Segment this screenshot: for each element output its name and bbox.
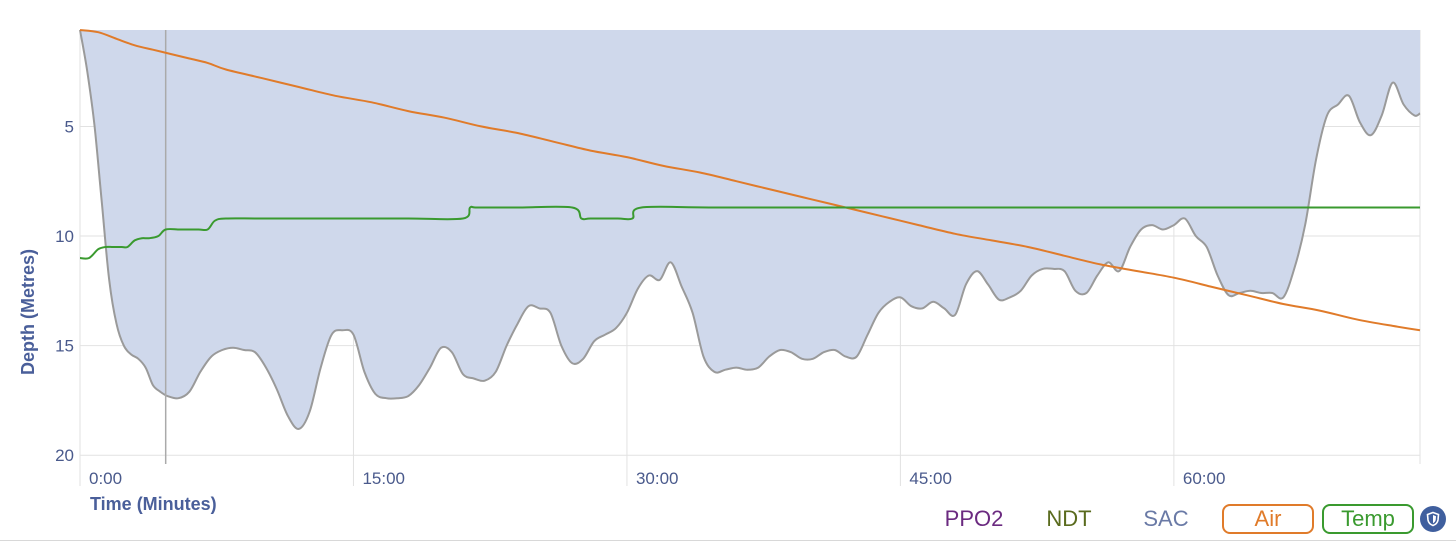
y-tick-label: 20	[55, 446, 74, 465]
x-tick-label: 30:00	[636, 469, 679, 488]
ndt-toggle-button[interactable]: NDT	[1046, 506, 1092, 531]
x-tick-label: 0:00	[89, 469, 122, 488]
tick-labels: 5 10 15 20 0:00 15:00 30:00 45:00 60:00	[55, 117, 1225, 488]
chart-toolbar: PPO2 NDT SAC Air Temp	[926, 502, 1446, 536]
shield-icon[interactable]	[1420, 506, 1446, 532]
air-toggle-button[interactable]: Air	[1222, 504, 1314, 534]
temp-toggle-button[interactable]: Temp	[1322, 504, 1414, 534]
x-axis-title: Time (Minutes)	[90, 494, 217, 514]
series-layer	[79, 29, 1421, 332]
bottom-divider	[0, 540, 1456, 541]
depth-area	[80, 30, 1420, 429]
y-axis-title: Depth (Metres)	[18, 249, 38, 375]
air-series-line	[79, 29, 1421, 332]
y-tick-label: 5	[65, 117, 74, 136]
ppo2-toggle-button[interactable]: PPO2	[944, 506, 1004, 531]
y-tick-label: 10	[55, 227, 74, 246]
x-tick-label: 45:00	[909, 469, 952, 488]
y-tick-label: 15	[55, 337, 74, 356]
depth-profile-line	[79, 29, 1421, 430]
temp-series-line	[79, 205, 1420, 260]
depth-area-layer	[79, 29, 1421, 430]
sac-toggle-button[interactable]: SAC	[1143, 506, 1189, 531]
x-tick-label: 15:00	[362, 469, 405, 488]
x-tick-label: 60:00	[1183, 469, 1226, 488]
